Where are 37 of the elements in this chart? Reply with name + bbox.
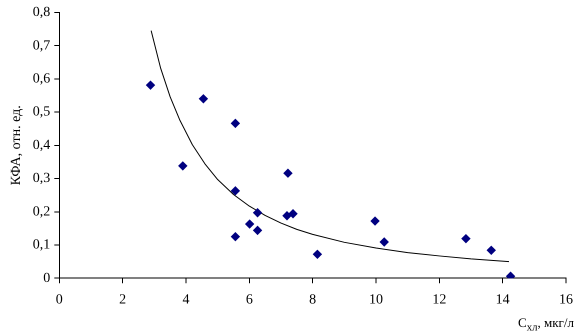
point bbox=[506, 272, 516, 278]
point bbox=[370, 216, 380, 226]
x-tick-label: 10 bbox=[368, 292, 383, 308]
x-tick-label: 8 bbox=[309, 292, 316, 308]
x-tick-label: 0 bbox=[56, 292, 63, 308]
x-tick-label: 12 bbox=[432, 292, 446, 308]
y-axis-title: КФА, отн. ед. bbox=[9, 105, 24, 186]
y-tick-label: 0,8 bbox=[32, 5, 50, 20]
point bbox=[312, 250, 322, 259]
point bbox=[283, 168, 292, 178]
y-tick-label: 0,1 bbox=[32, 238, 50, 253]
y-tick-label: 0,7 bbox=[32, 38, 50, 54]
point bbox=[253, 226, 262, 235]
x-tick-label: 6 bbox=[246, 292, 253, 308]
point bbox=[178, 161, 188, 170]
x-axis-title: C$_{хл}$, мкг/л bbox=[518, 315, 574, 334]
point bbox=[486, 246, 496, 255]
y-tick-label: 0,2 bbox=[32, 204, 50, 220]
x-tick-label: 16 bbox=[559, 292, 573, 308]
y-tick-label: 0,3 bbox=[32, 171, 50, 186]
point bbox=[198, 94, 208, 104]
x-tick-label: 14 bbox=[496, 292, 510, 308]
point bbox=[288, 209, 298, 218]
point bbox=[146, 80, 156, 90]
point bbox=[461, 234, 470, 244]
x-tick-label: 4 bbox=[182, 292, 190, 308]
point bbox=[245, 220, 254, 229]
point bbox=[230, 232, 240, 242]
point bbox=[230, 186, 240, 196]
point bbox=[380, 237, 389, 246]
point bbox=[230, 118, 240, 128]
y-tick-label: 0,4 bbox=[32, 138, 50, 153]
point bbox=[253, 208, 262, 218]
x-tick-label: 2 bbox=[119, 292, 126, 308]
y-tick-label: 0 bbox=[43, 270, 50, 286]
y-tick-label: 0,5 bbox=[32, 104, 50, 120]
y-tick-label: 0,6 bbox=[32, 72, 50, 87]
